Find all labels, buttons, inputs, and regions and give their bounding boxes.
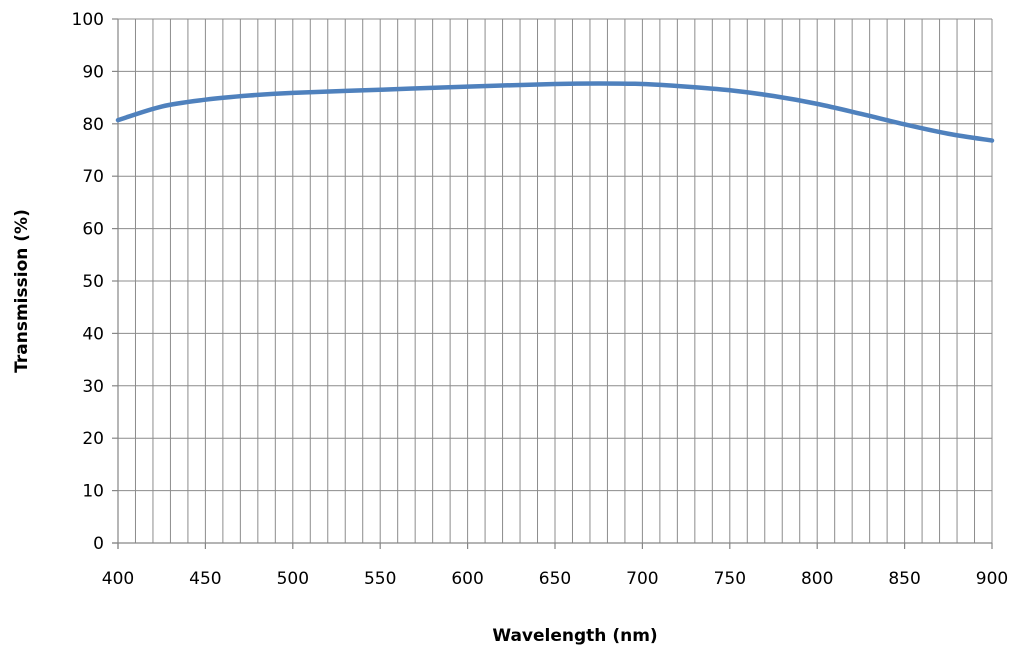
x-tick-label: 800 [801,569,833,589]
y-tick-label: 40 [82,324,104,344]
x-tick-label: 650 [539,569,571,589]
y-tick-label: 30 [82,377,104,397]
axes [112,18,993,549]
transmission-series-line [115,81,995,143]
x-tick-label: 750 [714,569,746,589]
grid [118,18,993,543]
x-tick-label: 500 [277,569,309,589]
y-tick-label: 20 [82,429,104,449]
x-tick-label: 600 [451,569,483,589]
y-axis-title: Transmission (%) [12,209,32,373]
y-tick-label: 0 [93,534,104,554]
x-tick-label: 450 [189,569,221,589]
x-tick-label: 900 [976,569,1008,589]
x-tick-label: 700 [626,569,658,589]
y-tick-label: 10 [82,482,104,502]
x-tick-label: 850 [888,569,920,589]
x-tick-label: 550 [364,569,396,589]
y-tick-label: 100 [72,10,104,30]
y-tick-label: 70 [82,167,104,187]
x-tick-label: 400 [102,569,134,589]
y-tick-label: 80 [82,115,104,135]
y-tick-label: 60 [82,220,104,240]
y-tick-label: 90 [82,62,104,82]
tick-labels: 0 10 20 30 40 50 60 70 80 90 100 400 450 500 550 600 650… [72,10,1009,589]
y-tick-label: 50 [82,272,104,292]
series-layer [115,81,995,143]
x-axis-title: Wavelength (nm) [492,626,657,646]
